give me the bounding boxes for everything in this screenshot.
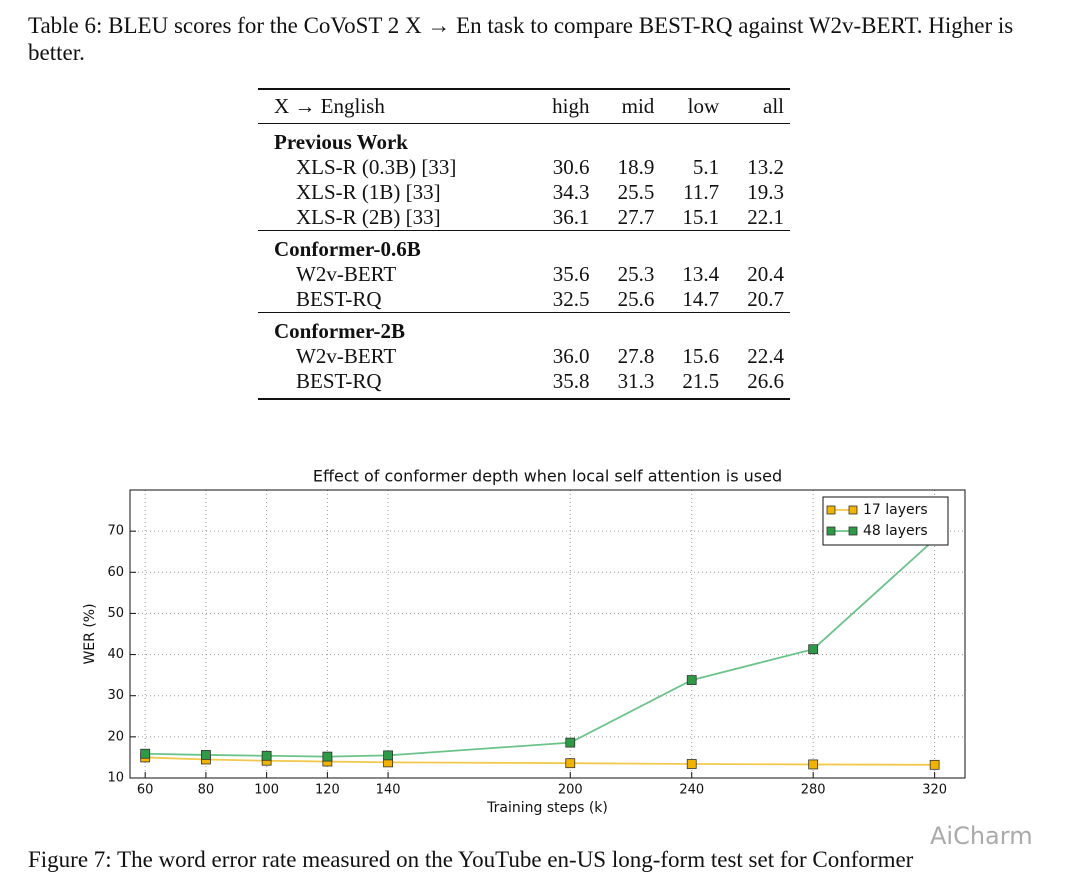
table-cell: low <box>660 88 726 124</box>
y-tick-label: 50 <box>107 606 124 621</box>
table-cell: X → English <box>258 88 530 124</box>
legend-marker <box>848 505 858 515</box>
table-cell: 15.6 <box>682 344 720 368</box>
table-cell: 18.9 <box>617 155 655 179</box>
legend-marker <box>826 505 836 515</box>
table-row: XLS-R (0.3B) [33] 30.6 18.9 5.1 13.2 <box>258 155 790 180</box>
table-row: Conformer-0.6B <box>258 230 790 262</box>
y-tick-label: 40 <box>107 647 124 662</box>
table-cell: all <box>725 88 790 124</box>
table-cell: 22.1 <box>747 205 784 229</box>
table-cell: 19.3 <box>747 180 784 204</box>
data-point <box>686 675 697 685</box>
table-cell: 11.7 <box>683 180 720 204</box>
table-caption: Table 6: BLEU scores for the CoVoST 2 X … <box>28 13 1014 65</box>
legend-label: 48 layers <box>863 523 928 539</box>
watermark: AiCharm <box>930 822 1033 850</box>
legend-marker <box>848 526 858 536</box>
table-cell: 32.5 <box>552 287 590 311</box>
table-row: Conformer-2B <box>258 312 790 344</box>
y-tick-label: 10 <box>107 771 124 786</box>
legend-label: 17 layers <box>863 502 928 518</box>
table-cell: XLS-R (1B) [33] <box>296 180 441 204</box>
table-cell: Conformer-2B <box>258 312 790 344</box>
x-tick-label: 320 <box>922 783 947 798</box>
x-tick-label: 60 <box>137 783 154 798</box>
y-tick-label: 60 <box>107 565 124 580</box>
y-axis-label: WER (%) <box>82 603 98 664</box>
table-cell: 36.0 <box>552 344 590 368</box>
table-cell: 34.3 <box>552 180 590 204</box>
table-cell: Conformer-0.6B <box>258 230 790 262</box>
data-point <box>383 750 393 761</box>
table-row: BEST-RQ 35.8 31.3 21.5 26.6 <box>258 369 790 400</box>
table-cell: 35.8 <box>529 369 596 400</box>
table-cell: W2v-BERT <box>296 344 397 368</box>
table-cell: XLS-R (2B) [33] <box>296 205 441 229</box>
table-cell: 36.1 <box>552 205 590 229</box>
x-tick-label: 120 <box>315 783 340 798</box>
x-tick-label: 240 <box>679 783 704 798</box>
y-tick-label: 70 <box>107 524 124 539</box>
table-cell: 20.4 <box>747 262 784 286</box>
table-cell: 25.5 <box>617 180 655 204</box>
data-point <box>201 750 211 760</box>
table-cell: 13.2 <box>747 155 784 179</box>
table-cell: mid <box>595 88 661 124</box>
x-tick-label: 80 <box>198 783 215 798</box>
table-cell: 15.1 <box>682 205 720 229</box>
data-point <box>929 759 940 770</box>
data-point <box>140 748 151 759</box>
table-cell: 25.3 <box>617 262 655 286</box>
x-axis-label: Training steps (k) <box>486 800 608 816</box>
table-cell: 27.7 <box>617 205 655 229</box>
table-cell: W2v-BERT <box>296 262 397 286</box>
table-row: W2v-BERT 35.6 25.3 13.4 20.4 <box>258 262 790 287</box>
table-cell: 20.7 <box>747 287 784 311</box>
table-cell: 35.6 <box>552 262 590 286</box>
table-cell: BEST-RQ <box>258 369 530 400</box>
x-tick-label: 140 <box>376 783 401 798</box>
data-point <box>565 758 576 769</box>
table-row: BEST-RQ 32.5 25.6 14.7 20.7 <box>258 287 790 313</box>
table-row: X → English high mid low all <box>258 88 790 124</box>
table-cell: XLS-R (0.3B) [33] <box>296 155 457 179</box>
data-point <box>322 751 333 762</box>
table-row: W2v-BERT 36.0 27.8 15.6 22.4 <box>258 344 790 369</box>
table-cell: 30.6 <box>552 155 590 179</box>
table-row: Previous Work <box>258 124 790 156</box>
results-table: X → English high mid low all Previous Work XLS… <box>258 88 790 400</box>
table-row: XLS-R (1B) [33] 34.3 25.5 11.7 19.3 <box>258 180 790 205</box>
table-cell: 26.6 <box>725 369 790 400</box>
table-cell: 21.5 <box>660 369 726 400</box>
x-tick-label: 280 <box>801 783 826 798</box>
legend-marker <box>826 526 836 536</box>
plot-frame <box>129 489 966 779</box>
x-tick-label: 100 <box>254 783 279 798</box>
table-row: XLS-R (2B) [33] 36.1 27.7 15.1 22.1 <box>258 205 790 231</box>
table-cell: 31.3 <box>595 369 661 400</box>
figure-caption: Figure 7: The word error rate measured o… <box>28 847 914 872</box>
table-cell: 25.6 <box>617 287 655 311</box>
x-tick-label: 200 <box>558 783 583 798</box>
data-point <box>261 750 272 761</box>
data-point <box>808 759 819 770</box>
table-cell: Previous Work <box>274 130 408 154</box>
data-point <box>565 737 576 748</box>
table-cell: 5.1 <box>692 155 720 179</box>
data-point <box>686 759 697 769</box>
y-tick-label: 20 <box>107 729 124 744</box>
legend-box <box>822 496 949 546</box>
chart-title: Effect of conformer depth when local sel… <box>313 467 782 486</box>
chart: Effect of conformer depth when local sel… <box>82 467 966 816</box>
table-cell: 22.4 <box>747 344 784 368</box>
table-cell: high <box>529 88 596 124</box>
data-point <box>808 644 819 655</box>
table-cell: 27.8 <box>617 344 655 368</box>
table-cell: 13.4 <box>682 262 720 286</box>
table-cell: 14.7 <box>682 287 720 311</box>
y-tick-label: 30 <box>107 688 124 703</box>
table-cell: BEST-RQ <box>296 287 382 311</box>
